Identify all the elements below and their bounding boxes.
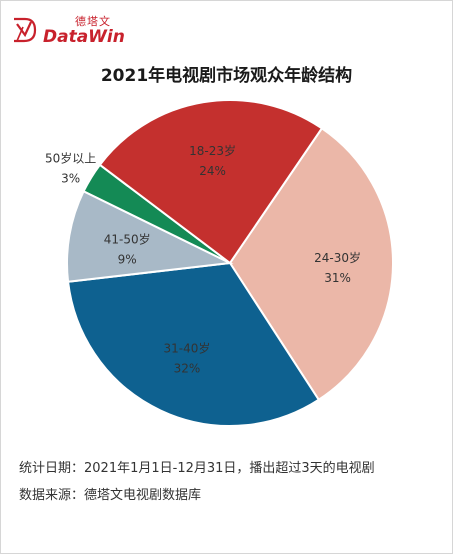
slice-label-value: 9% (118, 252, 137, 266)
slice-label-value: 31% (324, 271, 351, 285)
datawin-logo-icon (14, 17, 37, 43)
pie-slice-1 (228, 126, 394, 402)
pie-slice-2 (66, 261, 321, 427)
slice-label-value: 24% (199, 164, 226, 178)
slice-label-category: 50岁以上 (45, 150, 96, 165)
footnote-period: 统计日期：2021年1月1日-12月31日，播出超过3天的电视剧 (19, 461, 375, 476)
slice-label-category: 41-50岁 (104, 231, 151, 246)
logo-chinese-text: 德塔文 (75, 15, 111, 28)
logo-english-text: DataWin (43, 27, 125, 47)
slice-label-value: 32% (174, 361, 201, 375)
slice-label-category: 24-30岁 (314, 250, 361, 265)
pie-slice-3 (66, 189, 234, 283)
pie-chart: 24-30岁 31% 31-40岁 32% 41-50岁 9% 50岁以上 3% 18-23岁 2… (45, 99, 394, 427)
footnote-source: 数据来源：德塔文电视剧数据库 (19, 488, 202, 503)
slice-label-value: 3% (61, 171, 80, 185)
pie-slice-5 (98, 99, 324, 265)
slice-label-category: 18-23岁 (189, 143, 236, 158)
slice-label-category: 31-40岁 (164, 340, 211, 355)
datawin-logo: 德塔文 DataWin (11, 11, 125, 47)
chart-title: 2021年电视剧市场观众年龄结构 (100, 66, 353, 86)
